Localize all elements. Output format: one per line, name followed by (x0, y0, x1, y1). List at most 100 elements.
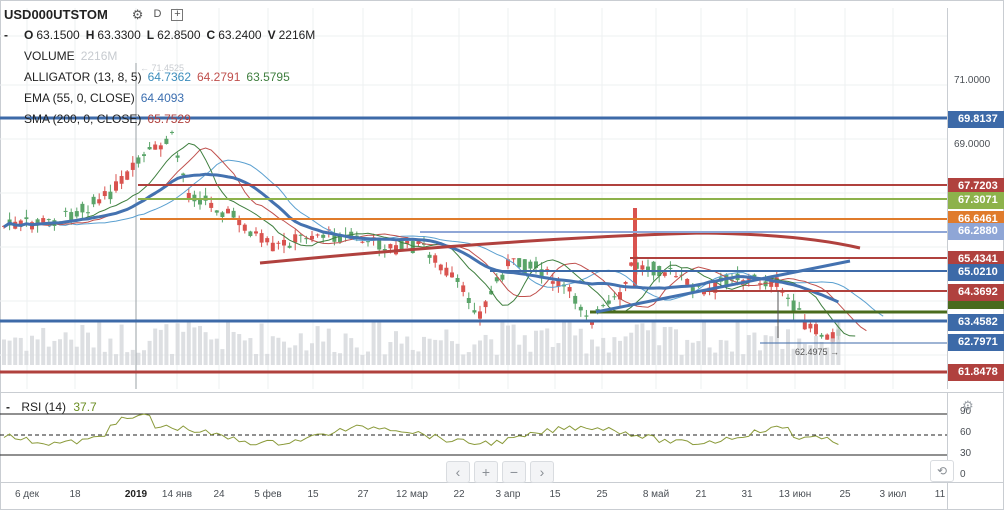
volume-bar (578, 328, 583, 365)
zoom-in-button[interactable]: + (474, 461, 498, 483)
candle-body (69, 212, 74, 221)
price-tick: 71.0000 (954, 75, 991, 86)
gear-icon[interactable]: ⚙ (131, 7, 144, 22)
scroll-left-button[interactable]: ‹ (446, 461, 470, 483)
price-level-label: 69.8137 (948, 111, 1004, 128)
volume-bar (422, 336, 426, 365)
volume-bar (86, 332, 90, 365)
volume-bar (416, 351, 421, 365)
date-tick: 15 (549, 489, 561, 500)
candle-body (270, 242, 275, 252)
volume-bar (293, 345, 298, 365)
volume-bar (377, 320, 382, 365)
price-level-label: 67.7203 (948, 178, 1004, 195)
volume-bar (304, 350, 309, 365)
candle-body (825, 334, 830, 340)
date-tick: 5 фев (254, 489, 282, 500)
candle-body (80, 203, 85, 213)
candle-body (752, 274, 757, 277)
candle-body (662, 272, 667, 276)
price-pane[interactable]: ← 71.4525 62.4975 → (0, 8, 947, 389)
candle-body (830, 332, 835, 342)
low-value: 62.8500 (157, 28, 201, 42)
price-chart-canvas[interactable] (0, 8, 947, 389)
sma-line (259, 231, 861, 265)
candle-body (108, 191, 113, 200)
date-tick: 15 (307, 489, 319, 500)
volume-bar (332, 351, 337, 365)
settings-icon[interactable]: ⚙ (962, 398, 974, 413)
rsi-line (3, 413, 839, 446)
rsi-axis[interactable]: 90 60 30 0 (947, 392, 1004, 483)
rsi-pane[interactable]: - RSI (14) 37.7 (0, 392, 947, 483)
volume-bar (399, 343, 404, 365)
candle-body (483, 301, 488, 308)
volume-bar (640, 323, 645, 365)
candle-body (802, 320, 807, 330)
candle-body (472, 310, 477, 313)
volume-bar (506, 325, 510, 365)
price-axis[interactable]: 71.0000 69.0000 69.8137 67.7203 67.3071 … (947, 8, 1004, 389)
volume-bar (80, 324, 85, 365)
volume-bar (394, 331, 398, 365)
candle-body (808, 323, 813, 329)
zoom-out-button[interactable]: − (502, 461, 526, 483)
legend-volume[interactable]: VOLUME 2216M (4, 46, 315, 67)
volume-bar (170, 353, 174, 365)
alligator-teeth-value: 64.2791 (197, 70, 241, 84)
volume-bar (265, 353, 270, 365)
volume-bar (310, 343, 314, 365)
symbol-name[interactable]: USD000UTSTOM (4, 7, 108, 22)
candle-body (578, 306, 583, 311)
volume-bar (718, 339, 723, 365)
rsi-chart-canvas[interactable] (0, 393, 947, 483)
candle-body (730, 279, 734, 281)
volume-bar (108, 338, 113, 365)
candle-body (91, 196, 96, 205)
legend-ema[interactable]: EMA (55, 0, CLOSE) 64.4093 (4, 88, 315, 109)
volume-bar (326, 328, 331, 365)
date-tick: 6 дек (14, 489, 40, 500)
volume-bar (410, 349, 415, 365)
candle-body (633, 208, 637, 288)
volume-bar (58, 339, 62, 365)
candle-body (601, 305, 606, 307)
volume-bar (18, 337, 23, 365)
collapse-icon[interactable]: - (6, 400, 10, 414)
volume-bar (556, 343, 561, 365)
chart-navigation: ‹ + − › (446, 461, 554, 483)
date-tick: 13 июн (778, 489, 812, 500)
volume-bar (797, 338, 802, 365)
volume-bar (74, 346, 79, 365)
candle-body (86, 212, 90, 214)
volume-bar (735, 321, 740, 365)
volume-indicator-value: 2216M (80, 49, 118, 63)
rsi-legend[interactable]: - RSI (14) 37.7 (6, 400, 97, 414)
collapse-icon[interactable]: - (4, 28, 8, 42)
volume-bar (741, 354, 746, 365)
candle-body (769, 277, 774, 287)
date-tick: 21 (695, 489, 707, 500)
volume-bar (220, 349, 225, 365)
alligator-teeth-line (31, 147, 867, 332)
volume-bar (634, 324, 639, 365)
date-tick: 22 (453, 489, 465, 500)
volume-bar (371, 321, 376, 365)
volume-bar (595, 346, 600, 365)
candle-body (125, 171, 130, 180)
reset-chart-button[interactable]: ⟲ (930, 460, 954, 482)
volume-bar (623, 336, 628, 365)
date-axis[interactable]: 6 дек 18 2019 14 янв 24 5 фев 15 27 12 мар 22 3 ап… (0, 482, 947, 510)
legend-sma[interactable]: SMA (200, 0, CLOSE) 65.7529 (4, 109, 315, 130)
candle-body (114, 181, 118, 191)
candle-body (170, 131, 174, 133)
candle-body (18, 220, 23, 227)
ema-line (3, 172, 840, 304)
min-price-note: 62.4975 → (795, 347, 840, 357)
price-level-label: 65.4341 (948, 251, 1004, 268)
add-icon[interactable]: + (171, 8, 184, 21)
scroll-right-button[interactable]: › (530, 461, 554, 483)
chart-legend: USD000UTSTOM ⚙ D + - O 63.1500 H 63.3300 L… (4, 4, 315, 130)
timeframe-label[interactable]: D (153, 8, 162, 20)
legend-alligator[interactable]: ALLIGATOR (13, 8, 5) 64.7362 64.2791 63.… (4, 67, 315, 88)
